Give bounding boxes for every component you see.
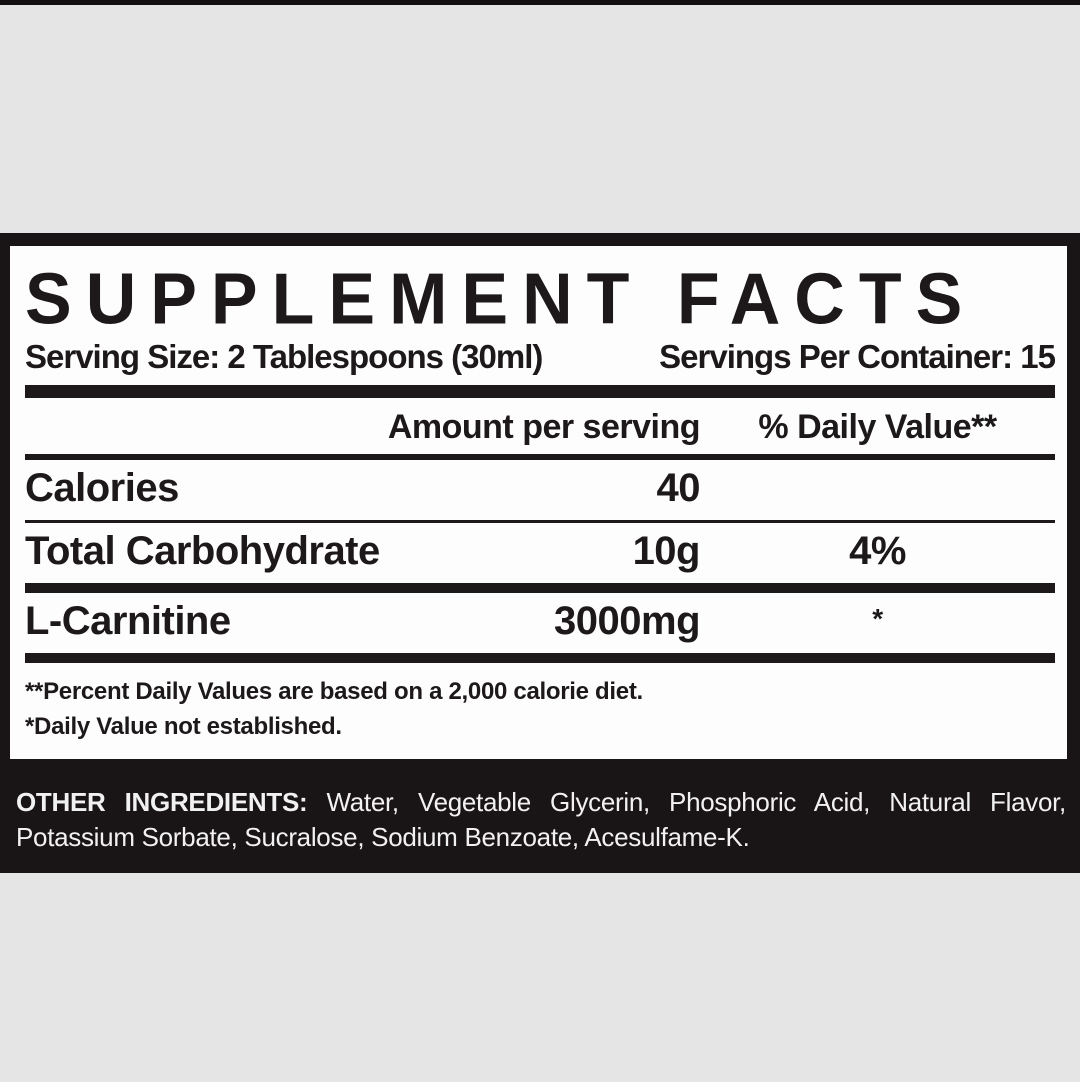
- table-header-row: Amount per serving % Daily Value**: [25, 398, 1055, 454]
- nutrient-name: Total Carbohydrate: [25, 529, 380, 573]
- footnotes: **Percent Daily Values are based on a 2,…: [25, 675, 1055, 745]
- footnote-percent-daily-values: **Percent Daily Values are based on a 2,…: [25, 678, 643, 705]
- nutrient-name: L-Carnitine: [25, 599, 231, 643]
- other-ingredients-text: Water, Vegetable Glycerin, Phosphoric Ac…: [326, 786, 1066, 817]
- divider-under-carnitine: [25, 653, 1055, 663]
- nutrient-daily-value: 4%: [849, 529, 906, 573]
- footnote-daily-value-not-established: *Daily Value not established.: [25, 712, 342, 740]
- divider-under-carbohydrate: [25, 583, 1055, 593]
- supplement-facts-panel: SUPPLEMENT FACTS Serving Size: 2 Tablesp…: [0, 233, 1080, 873]
- facts-title: SUPPLEMENT FACTS: [25, 262, 977, 335]
- divider-heavy-top: [25, 385, 1055, 398]
- table-row-calories: Calories 40: [25, 460, 1055, 520]
- bottom-background: [0, 872, 1080, 1082]
- nutrient-amount: 10g: [632, 529, 701, 573]
- serving-size: Serving Size: 2 Tablespoons (30ml): [25, 338, 543, 375]
- other-ingredients-section: OTHER INGREDIENTS: Water, Vegetable Glyc…: [0, 759, 1080, 873]
- table-row-carbohydrate: Total Carbohydrate 10g 4%: [25, 523, 1055, 583]
- facts-box: SUPPLEMENT FACTS Serving Size: 2 Tablesp…: [10, 246, 1067, 759]
- servings-per-container: Servings Per Container: 15: [659, 338, 1056, 375]
- column-header-amount: Amount per serving: [387, 408, 701, 446]
- nutrient-amount: 3000mg: [554, 599, 700, 643]
- divider-under-header: [25, 454, 1055, 460]
- divider-under-calories: [25, 520, 1055, 523]
- table-row-carnitine: L-Carnitine 3000mg *: [25, 593, 1055, 653]
- nutrient-amount: 40: [656, 466, 701, 510]
- other-ingredients-line2: Potassium Sorbate, Sucralose, Sodium Ben…: [16, 821, 750, 852]
- other-ingredients-line1: OTHER INGREDIENTS: Water, Vegetable Glyc…: [16, 785, 1066, 820]
- top-background: [0, 5, 1080, 233]
- other-ingredients-label: OTHER INGREDIENTS:: [16, 786, 308, 817]
- column-header-daily-value: % Daily Value**: [758, 408, 997, 446]
- serving-line: Serving Size: 2 Tablespoons (30ml) Servi…: [25, 338, 1056, 376]
- top-black-strip: [0, 0, 1080, 5]
- nutrient-name: Calories: [25, 466, 179, 510]
- nutrient-daily-value: *: [872, 603, 883, 634]
